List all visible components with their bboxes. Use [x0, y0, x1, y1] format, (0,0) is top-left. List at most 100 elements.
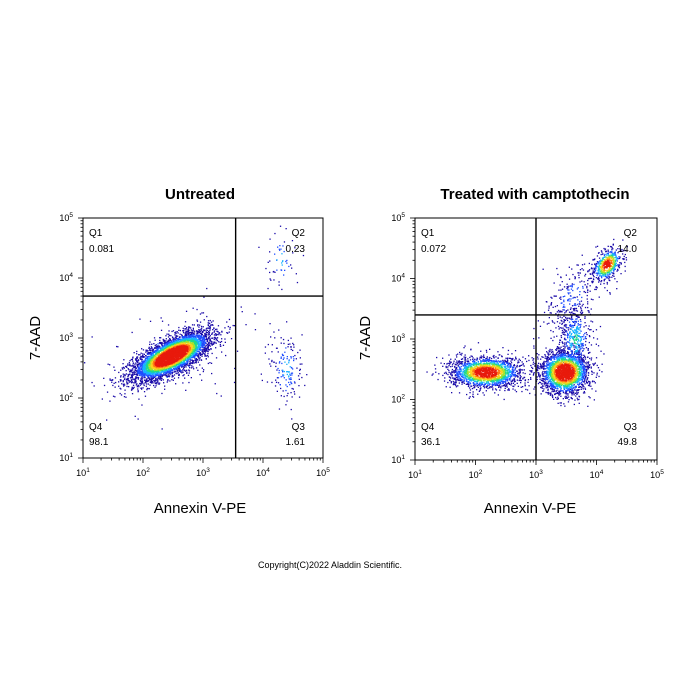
- event-dot: [163, 361, 165, 363]
- event-dot: [147, 380, 150, 382]
- event-dot: [143, 371, 146, 374]
- event-dot: [200, 325, 203, 328]
- event-dot: [183, 346, 185, 348]
- event-dot: [203, 329, 205, 332]
- event-dot: [178, 369, 180, 371]
- event-dot: [132, 357, 134, 359]
- event-dot: [132, 360, 134, 362]
- event-dot: [274, 232, 276, 235]
- event-dot: [182, 343, 184, 346]
- event-dot: [178, 366, 181, 369]
- event-dot: [145, 370, 148, 372]
- event-dot: [206, 339, 208, 342]
- event-dot: [219, 343, 221, 346]
- event-dot: [196, 341, 199, 343]
- event-dot: [168, 360, 170, 362]
- event-dot: [196, 320, 199, 322]
- event-dot: [191, 335, 193, 337]
- event-dot: [123, 396, 126, 398]
- event-dot: [167, 380, 169, 382]
- event-dot: [182, 341, 184, 343]
- event-dot: [150, 374, 152, 376]
- event-dot: [245, 324, 247, 326]
- event-dot: [292, 356, 294, 358]
- event-dot: [206, 287, 208, 290]
- event-dot: [203, 337, 205, 340]
- event-dot: [190, 334, 192, 337]
- event-dot: [198, 350, 200, 352]
- event-dot: [196, 350, 198, 352]
- event-dot: [112, 379, 114, 381]
- event-dot: [173, 363, 175, 365]
- event-dot: [283, 241, 286, 243]
- event-dot: [159, 370, 161, 372]
- event-dot: [160, 360, 163, 362]
- event-dot: [176, 351, 178, 354]
- event-dot: [144, 374, 146, 376]
- event-dot: [188, 337, 190, 340]
- event-dot: [151, 352, 153, 354]
- event-dot: [148, 370, 150, 373]
- event-dot: [160, 379, 162, 381]
- event-dot: [178, 363, 180, 366]
- event-dot: [156, 357, 158, 359]
- event-dot: [287, 392, 289, 395]
- event-dot: [125, 373, 128, 375]
- event-dot: [150, 382, 152, 384]
- event-dot: [143, 377, 145, 379]
- event-dot: [154, 344, 156, 347]
- event-dot: [271, 359, 273, 362]
- event-dot: [196, 340, 199, 342]
- event-dot: [175, 360, 177, 362]
- event-dot: [177, 366, 179, 368]
- event-dot: [143, 360, 145, 362]
- event-dot: [140, 368, 142, 371]
- event-dot: [169, 359, 171, 361]
- event-dot: [163, 362, 165, 365]
- event-dot: [142, 355, 145, 358]
- event-dot: [175, 341, 177, 343]
- event-dot: [168, 341, 170, 343]
- event-dot: [278, 372, 280, 374]
- event-dot: [131, 331, 133, 334]
- event-dot: [199, 344, 202, 346]
- event-dot: [215, 334, 217, 336]
- event-dot: [161, 344, 163, 346]
- event-dot: [207, 350, 209, 353]
- event-dot: [193, 357, 195, 359]
- event-dot: [286, 373, 288, 376]
- event-dot: [131, 380, 133, 382]
- event-dot: [164, 349, 166, 351]
- event-dot: [165, 363, 168, 365]
- event-dot: [186, 338, 188, 340]
- event-dot: [281, 260, 284, 263]
- event-dot: [278, 248, 280, 250]
- event-dot: [157, 377, 159, 379]
- event-dot: [137, 371, 139, 373]
- event-dot: [161, 353, 163, 355]
- event-dot: [149, 356, 152, 358]
- event-dot: [291, 396, 293, 398]
- event-dot: [298, 385, 300, 387]
- event-dot: [141, 369, 143, 371]
- event-dot: [201, 355, 203, 357]
- event-dot: [200, 330, 202, 332]
- event-dot: [125, 370, 127, 372]
- event-dot: [206, 343, 209, 345]
- event-dot: [177, 345, 180, 348]
- event-dot: [199, 345, 201, 347]
- event-dot: [168, 333, 170, 335]
- event-dot: [151, 346, 153, 349]
- event-dot: [151, 369, 153, 371]
- event-dot: [187, 340, 189, 342]
- event-dot: [191, 331, 193, 333]
- event-dot: [198, 329, 200, 331]
- event-dot: [294, 247, 296, 249]
- event-dot: [188, 358, 190, 361]
- event-dot: [287, 343, 289, 345]
- event-dot: [212, 329, 214, 331]
- event-dot: [147, 371, 150, 373]
- event-dot: [125, 365, 128, 367]
- event-dot: [183, 336, 185, 338]
- event-dot: [186, 338, 188, 341]
